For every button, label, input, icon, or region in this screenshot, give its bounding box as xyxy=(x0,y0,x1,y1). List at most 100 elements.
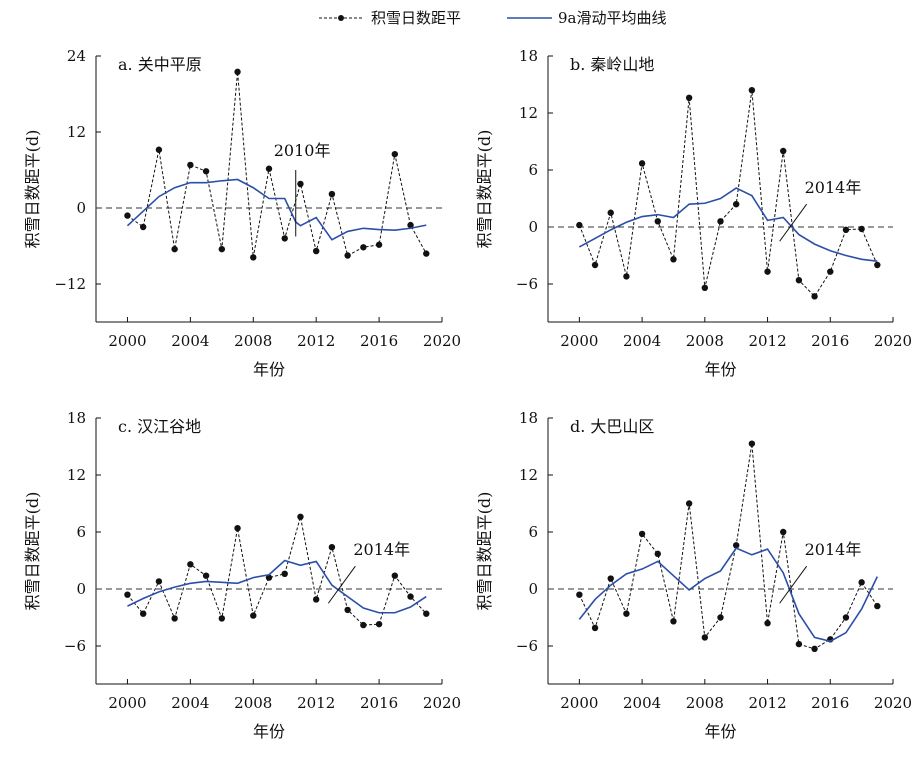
anomaly-point xyxy=(155,578,163,585)
x-axis-title: 年份 xyxy=(704,722,736,741)
x-tick-label: 2016 xyxy=(360,694,398,712)
y-tick-label: 18 xyxy=(67,409,86,427)
anomaly-point xyxy=(670,618,677,625)
anomaly-point xyxy=(591,261,599,269)
x-axis-title: 年份 xyxy=(253,360,285,379)
x-tick-label: 2016 xyxy=(811,332,849,350)
anomaly-point xyxy=(607,209,614,216)
y-tick-label: 6 xyxy=(528,161,538,179)
anomaly-point xyxy=(250,612,257,619)
anomaly-point xyxy=(328,544,336,551)
anomaly-point xyxy=(218,615,226,622)
y-tick-label: 12 xyxy=(519,104,538,122)
annotation-label: 2010年 xyxy=(274,141,331,160)
x-tick-label: 2004 xyxy=(171,694,209,712)
anomaly-point xyxy=(701,634,709,641)
x-tick-label: 2020 xyxy=(874,332,912,350)
legend: 积雪日数距平 9a滑动平均曲线 xyxy=(0,0,913,36)
y-tick-label: −6 xyxy=(516,637,538,655)
x-tick-label: 2004 xyxy=(623,332,661,350)
anomaly-point xyxy=(312,596,320,603)
anomaly-point xyxy=(124,591,131,598)
anomaly-point xyxy=(764,268,771,275)
anomaly-point xyxy=(281,570,288,577)
anomaly-point xyxy=(187,161,194,169)
anomaly-point xyxy=(858,225,865,233)
y-tick-label: 6 xyxy=(528,523,538,541)
y-tick-label: −6 xyxy=(516,275,538,293)
anomaly-point xyxy=(795,640,803,648)
annotation-marker-line xyxy=(779,565,808,604)
anomaly-point xyxy=(202,572,210,579)
anomaly-point xyxy=(360,621,367,629)
anomaly-point xyxy=(623,273,630,280)
anomaly-point xyxy=(732,542,740,549)
anomaly-point xyxy=(811,293,818,300)
x-tick-label: 2012 xyxy=(297,694,335,712)
anomaly-point xyxy=(423,610,430,617)
anomaly-point xyxy=(297,513,304,520)
x-tick-label: 2008 xyxy=(686,332,724,350)
annotation-label: 2014年 xyxy=(805,540,862,559)
legend-anomaly-marker xyxy=(338,15,344,21)
anomaly-series-line xyxy=(127,516,427,626)
anomaly-point xyxy=(344,606,351,614)
chart-panel-b: 18 12 6 0 −6 2000 2004 2008 2012 2016 2020 年份 积雪日数距平… xyxy=(475,47,912,379)
panel-label: d. 大巴山区 xyxy=(570,417,654,436)
anomaly-point xyxy=(827,268,834,275)
anomaly-point xyxy=(391,150,399,158)
x-tick-label: 2000 xyxy=(108,332,146,350)
anomaly-point xyxy=(312,247,320,255)
anomaly-point xyxy=(423,250,430,257)
x-tick-label: 2008 xyxy=(234,694,272,712)
anomaly-point xyxy=(795,277,803,284)
y-tick-label: 0 xyxy=(76,580,86,598)
y-axis-title: 积雪日数距平(d) xyxy=(23,492,42,611)
annotation-marker-line xyxy=(327,565,356,604)
anomaly-point xyxy=(842,226,850,234)
anomaly-point xyxy=(748,440,756,447)
panel-label: c. 汉江谷地 xyxy=(118,417,201,436)
y-tick-label: 24 xyxy=(67,47,86,65)
anomaly-point xyxy=(764,620,771,627)
x-tick-label: 2008 xyxy=(234,332,272,350)
legend-moving-avg-label: 9a滑动平均曲线 xyxy=(558,9,667,27)
anomaly-point xyxy=(780,147,787,155)
anomaly-point xyxy=(375,620,383,628)
anomaly-point xyxy=(717,218,724,225)
anomaly-point xyxy=(701,284,709,291)
legend-swatches xyxy=(319,15,552,21)
y-tick-label: −12 xyxy=(54,275,86,293)
x-tick-label: 2000 xyxy=(108,694,146,712)
y-tick-label: 0 xyxy=(76,199,86,217)
anomaly-point xyxy=(717,614,724,621)
anomaly-point xyxy=(187,561,194,568)
x-tick-label: 2000 xyxy=(560,332,598,350)
panel-label: b. 秦岭山地 xyxy=(570,55,654,74)
anomaly-point xyxy=(607,575,614,582)
anomaly-point xyxy=(202,168,210,175)
x-tick-label: 2012 xyxy=(748,332,786,350)
y-tick-label: 12 xyxy=(67,123,86,141)
anomaly-point xyxy=(234,68,241,76)
x-axis-title: 年份 xyxy=(253,722,285,741)
x-tick-label: 2004 xyxy=(171,332,209,350)
y-tick-label: 18 xyxy=(519,47,538,65)
chart-panel-d: 18 12 6 0 −6 2000 2004 2008 2012 2016 2020 年份 积雪日数距平… xyxy=(475,409,912,741)
anomaly-point xyxy=(407,593,414,600)
anomaly-point xyxy=(638,160,646,167)
moving-average-line xyxy=(578,187,878,262)
anomaly-point xyxy=(732,201,740,208)
x-tick-label: 2020 xyxy=(874,694,912,712)
anomaly-point xyxy=(139,610,147,617)
anomaly-point xyxy=(654,218,661,225)
anomaly-point xyxy=(858,579,865,586)
legend-anomaly-label: 积雪日数距平 xyxy=(371,9,462,27)
anomaly-point xyxy=(407,221,414,229)
anomaly-point xyxy=(576,221,583,229)
y-tick-label: −6 xyxy=(64,637,86,655)
anomaly-point xyxy=(576,591,583,598)
anomaly-series-line xyxy=(578,90,878,298)
anomaly-point xyxy=(360,244,367,251)
